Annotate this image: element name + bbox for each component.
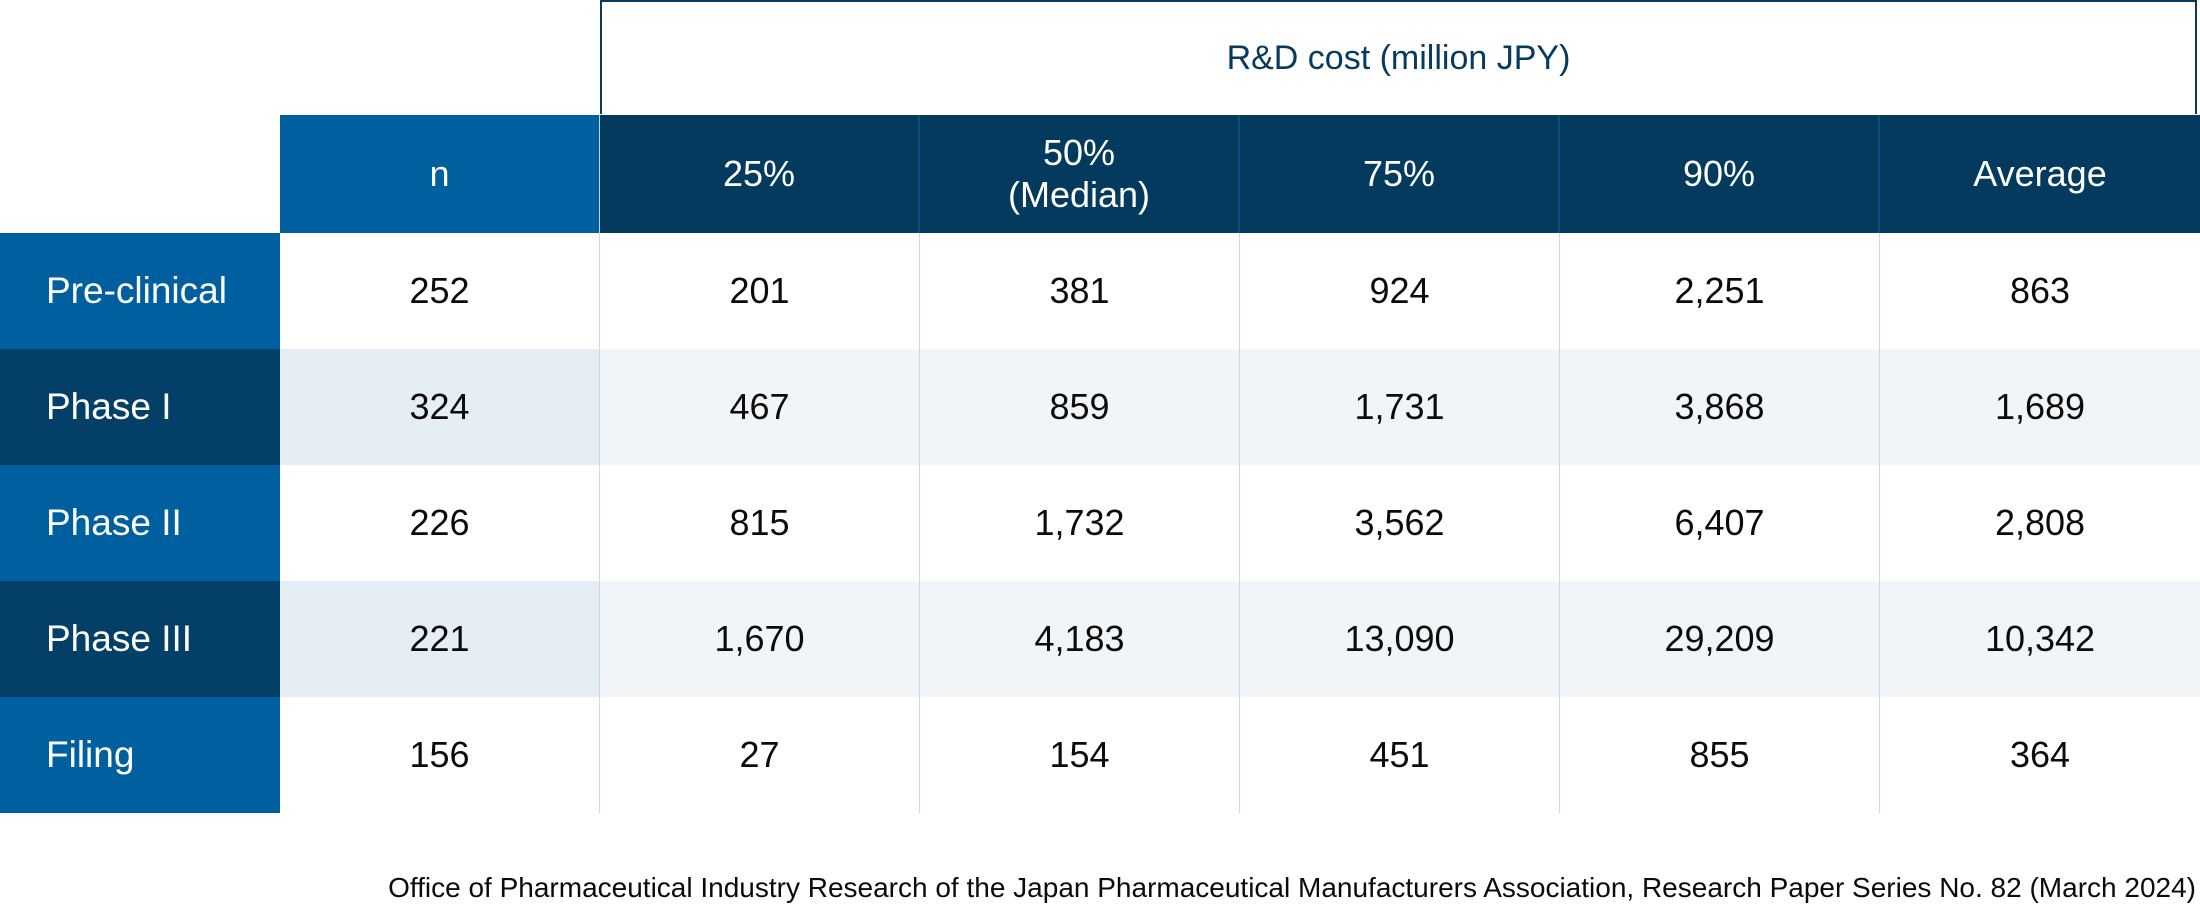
rd-cost-header-label: R&D cost (million JPY) [1226,38,1571,77]
value-cell: 855 [1560,697,1880,813]
column-header: 90% [1560,115,1880,233]
row-header: Filing [0,697,280,813]
row-header: Phase I [0,349,280,465]
value-cell: 859 [920,349,1240,465]
value-cell: 2,251 [1560,233,1880,349]
column-header: 50% (Median) [920,115,1240,233]
value-cell: 29,209 [1560,581,1880,697]
value-cell: 154 [920,697,1240,813]
value-cell: 451 [1240,697,1560,813]
value-cell: 10,342 [1880,581,2200,697]
value-cell: 863 [1880,233,2200,349]
source-note: Office of Pharmaceutical Industry Resear… [388,872,2196,903]
row-header: Phase II [0,465,280,581]
row-header: Pre-clinical [0,233,280,349]
column-header: Average [1880,115,2200,233]
value-cell: 467 [600,349,920,465]
n-cell: 221 [280,581,600,697]
table-corner [0,115,280,233]
column-header: 75% [1240,115,1560,233]
value-cell: 201 [600,233,920,349]
n-cell: 324 [280,349,600,465]
n-cell: 156 [280,697,600,813]
value-cell: 815 [600,465,920,581]
value-cell: 27 [600,697,920,813]
value-cell: 1,670 [600,581,920,697]
value-cell: 2,808 [1880,465,2200,581]
value-cell: 381 [920,233,1240,349]
value-cell: 1,731 [1240,349,1560,465]
value-cell: 13,090 [1240,581,1560,697]
value-cell: 6,407 [1560,465,1880,581]
value-cell: 3,868 [1560,349,1880,465]
n-cell: 226 [280,465,600,581]
n-cell: 252 [280,233,600,349]
row-header: Phase III [0,581,280,697]
value-cell: 1,689 [1880,349,2200,465]
value-cell: 364 [1880,697,2200,813]
value-cell: 1,732 [920,465,1240,581]
value-cell: 4,183 [920,581,1240,697]
value-cell: 924 [1240,233,1560,349]
rd-cost-header: R&D cost (million JPY) [600,0,2197,114]
column-header: 25% [600,115,920,233]
table-grid: n 25% 50% (Median) 75% 90% Average Pre-clinica… [0,115,2200,813]
column-header: n [280,115,600,233]
value-cell: 3,562 [1240,465,1560,581]
